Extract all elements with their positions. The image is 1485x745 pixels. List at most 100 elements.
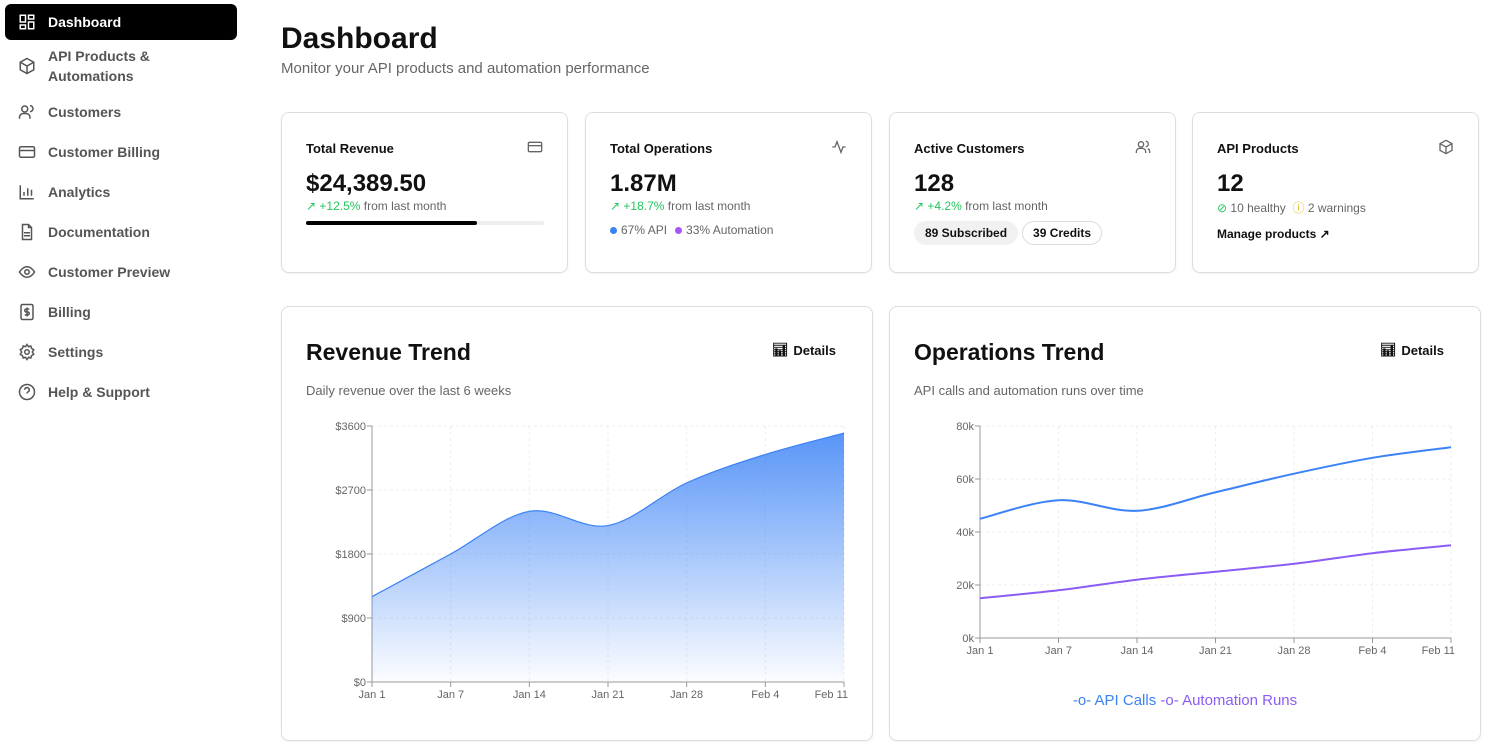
activity-icon [832,139,846,155]
card-value: $24,389.50 [306,170,427,197]
sidebar-item-customer-billing[interactable]: Customer Billing [5,132,237,172]
card-value: 128 [914,170,955,197]
x-tick-label: Jan 7 [437,689,464,701]
card-value: 1.87M [610,170,677,197]
subscribed-badge: 89 Subscribed [914,221,1019,245]
sidebar-item-help-support[interactable]: Help & Support [5,372,237,412]
sidebar-item-settings[interactable]: Settings [5,332,237,372]
x-tick-label: Jan 1 [359,689,386,701]
page-title: Dashboard [281,22,438,55]
card-change: ↗ +18.7% from last month [610,199,750,213]
sidebar-item-customers[interactable]: Customers [5,92,237,132]
api-share: 67% API [610,223,667,237]
total-revenue-card: Total Revenue $24,389.50 ↗ +12.5% from l… [281,112,568,273]
y-tick-label: $1800 [335,549,366,561]
revenue-line [371,432,845,598]
y-tick-label: 60k [956,474,974,486]
axes: 0k 20k 40k 60k 80k Jan 1 Jan 7 Jan 14 Jan 21 Jan … [956,421,1455,657]
product-health: ⊘ 10 healthy ⓘ 2 warnings [1217,199,1366,216]
customer-badges: 89 Subscribed 39 Credits [914,221,1103,245]
document-icon [21,223,33,241]
x-tick-label: Jan 21 [591,689,624,701]
total-operations-card: Total Operations 1.87M ↗ +18.7% from las… [585,112,872,273]
change-value: +12.5% [319,199,361,213]
api-products-card: API Products 12 ⊘ 10 healthy ⓘ 2 warning… [1192,112,1479,273]
bar-chart-icon [19,185,34,200]
details-button[interactable]: 📊︎ Details [771,342,836,358]
bar-chart-icon: 📊︎ [1379,342,1397,357]
sidebar-item-analytics[interactable]: Analytics [5,172,237,212]
details-button[interactable]: 📊︎ Details [1379,342,1444,358]
card-title: Total Operations [610,141,713,156]
trend-up-icon: ↗ [914,199,928,213]
users-icon [18,104,34,119]
sidebar-item-dashboard[interactable]: Dashboard [5,4,237,40]
revenue-chart: $0 $900 $1800 $2700 $3600 Jan 1 Jan 7 Jan 14 Jan… [335,421,848,701]
chart-title: Revenue Trend [306,339,471,365]
y-tick-label: 40k [956,527,974,539]
x-tick-label: Jan 14 [513,689,546,701]
change-suffix: from last month [965,199,1048,213]
revenue-progress [306,221,544,225]
sidebar-item-label: API Products & Automations [48,48,150,84]
legend-automation-runs[interactable]: -o- Automation Runs [1160,692,1298,709]
sidebar-item-label: Customer Billing [48,144,161,160]
gear-icon [19,343,35,361]
revenue-trend-card: Revenue Trend Daily revenue over the las… [281,306,873,741]
users-icon [1135,140,1151,153]
x-tick-label: Jan 21 [1199,645,1232,657]
healthy-count: 10 healthy [1230,201,1286,215]
change-value: +4.2% [927,199,962,213]
sidebar-item-label: Customers [48,104,122,120]
series-line-automation-runs [979,544,1452,600]
sidebar: Dashboard API Products & Automations Custo… [0,0,245,745]
operations-chart: 0k 20k 40k 60k 80k Jan 1 Jan 7 Jan 14 Jan 21 Jan … [956,421,1455,657]
sidebar-item-api-products-automations[interactable]: API Products & Automations [5,42,237,90]
sidebar-item-label: Dashboard [48,14,122,30]
card-title: API Products [1217,141,1299,156]
x-tick-label: Jan 28 [670,689,703,701]
change-suffix: from last month [667,199,751,213]
trend-up-icon: ↗ [306,199,320,213]
sidebar-item-label: Customer Preview [48,264,171,280]
credit-card-icon [527,141,543,153]
card-title: Total Revenue [306,141,394,156]
trend-up-icon: ↗ [610,199,624,213]
eye-icon [18,265,36,279]
x-tick-label: Feb 4 [751,689,779,701]
card-change: ↗ +12.5% from last month [306,199,446,213]
package-icon [19,57,35,75]
page-subtitle: Monitor your API products and automation… [281,60,650,77]
check-circle-icon: ⊘ [1217,201,1228,215]
sidebar-item-label: Help & Support [48,384,150,400]
package-icon [1439,139,1453,155]
y-tick-label: $900 [342,613,366,625]
bar-chart-icon: 📊︎ [771,342,789,357]
chart-legend: -o- API Calls -o- Automation Runs [890,692,1480,709]
sidebar-item-customer-preview[interactable]: Customer Preview [5,252,237,292]
x-tick-label: Feb 4 [1358,645,1386,657]
change-suffix: from last month [363,199,447,213]
warning-icon: ⓘ [1292,201,1305,215]
revenue-area [372,433,844,682]
x-tick-label: Jan 28 [1277,645,1310,657]
chart-title: Operations Trend [914,339,1105,365]
dollar-icon [20,303,34,321]
operations-trend-card: Operations Trend API calls and automatio… [889,306,1481,741]
x-tick-label: Feb 11 [815,689,848,701]
legend-api-calls[interactable]: -o- API Calls [1072,692,1157,709]
chart-description: API calls and automation runs over time [914,383,1144,398]
x-tick-label: Jan 14 [1120,645,1153,657]
sidebar-item-billing[interactable]: Billing [5,292,237,332]
sidebar-item-label: Billing [48,304,91,320]
y-tick-label: $2700 [335,485,366,497]
x-tick-label: Feb 11 [1422,645,1455,657]
card-title: Active Customers [914,141,1025,156]
x-tick-label: Jan 7 [1045,645,1072,657]
revenue-progress-fill [306,221,478,225]
dashboard-icon [19,14,35,30]
manage-products-link[interactable]: Manage products ↗ [1217,227,1330,241]
sidebar-item-documentation[interactable]: Documentation [5,212,237,252]
sidebar-item-label: Settings [48,344,104,360]
sidebar-item-label: Documentation [48,224,150,240]
